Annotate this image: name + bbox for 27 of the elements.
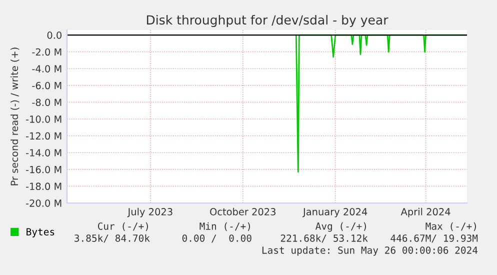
y-tick-label: -18.0 M (26, 182, 62, 190)
text: 0.00 / 0.00 (182, 234, 252, 243)
y-tick-label: -16.0 M (26, 166, 62, 174)
legend-label: Bytes (26, 228, 54, 238)
text: Last update: Sun May 26 00:00:06 2024 (262, 246, 478, 256)
x-tick-label: January 2024 (302, 208, 368, 218)
text: Max (-/+) (426, 222, 476, 231)
text: Cur (-/+) (98, 222, 148, 231)
y-tick-label: -10.0 M (26, 115, 62, 123)
y-tick-label: -12.0 M (26, 132, 62, 140)
x-tick-label: April 2024 (400, 208, 450, 218)
text: Min (-/+) (200, 222, 250, 231)
y-tick-label: -4.0 M (32, 65, 62, 72)
y-tick-label: -8.0 M (32, 98, 62, 106)
y-tick-label: -20.0 M (26, 199, 62, 207)
text: 446.67M/ 19.93M (390, 234, 478, 243)
x-tick-label: July 2023 (127, 208, 172, 218)
text: 221.68k/ 53.12k (280, 234, 368, 243)
chart-title: Disk throughput for /dev/sdal - by year (146, 14, 388, 28)
text: Avg (-/+) (316, 222, 366, 232)
y-tick-label: 0.0 (47, 32, 62, 39)
y-axis-title: Pr second read (-) / write (+) (10, 48, 20, 186)
y-tick-label: -2.0 M (32, 48, 62, 56)
y-tick-label: -6.0 M (32, 82, 62, 90)
text: 3.85k/ 84.70k (74, 234, 150, 243)
y-tick-label: -14.0 M (26, 149, 62, 156)
x-tick-label: October 2023 (210, 208, 276, 216)
